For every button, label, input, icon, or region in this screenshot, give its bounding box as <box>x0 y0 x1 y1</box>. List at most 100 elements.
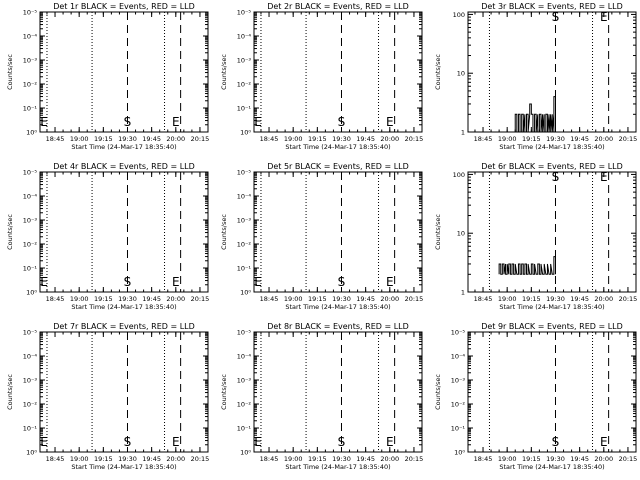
x-tick-label: 19:45 <box>142 455 161 463</box>
plot-frame <box>39 331 209 453</box>
y-tick-label: 10⁻⁵ <box>23 329 38 337</box>
x-tick-label: 19:30 <box>546 455 565 463</box>
x-axis-label: Start Time (24-Mar-17 18:35:40) <box>285 303 390 311</box>
x-tick-label: 19:00 <box>284 135 303 143</box>
y-tick-label: 10⁻² <box>23 241 38 249</box>
chart-title: Det 2r BLACK = Events, RED = LLD <box>267 2 409 11</box>
y-tick-label: 10⁰ <box>240 449 251 457</box>
x-tick-label: 19:30 <box>546 135 565 143</box>
plot-frame <box>39 171 209 293</box>
x-axis-label: Start Time (24-Mar-17 18:35:40) <box>71 143 176 151</box>
x-tick-label: 20:00 <box>380 295 399 303</box>
y-tick-label: 10⁻⁴ <box>451 353 466 361</box>
marker-s: S <box>552 170 560 184</box>
y-tick-label: 1 <box>461 129 465 137</box>
y-tick-label: 10⁻⁴ <box>23 193 38 201</box>
plot-frame <box>467 331 637 453</box>
y-tick-label: 10⁻⁴ <box>237 353 252 361</box>
x-tick-label: 20:00 <box>594 295 613 303</box>
x-tick-label: 20:00 <box>594 455 613 463</box>
x-axis-label: Start Time (24-Mar-17 18:35:40) <box>71 463 176 471</box>
y-tick-label: 10⁻⁴ <box>23 353 38 361</box>
x-tick-label: 19:15 <box>308 135 327 143</box>
y-tick-label: 10⁻¹ <box>237 105 252 113</box>
y-tick-label: 10⁰ <box>26 449 37 457</box>
y-tick-label: 10⁻³ <box>237 217 252 225</box>
x-axis-label: Start Time (24-Mar-17 18:35:40) <box>499 143 604 151</box>
y-tick-label: 10⁻⁵ <box>237 329 252 337</box>
y-tick-label: 10⁰ <box>26 129 37 137</box>
y-tick-label: 10⁻³ <box>451 377 466 385</box>
chart-title: Det 4r BLACK = Events, RED = LLD <box>53 162 195 171</box>
marker-e: E <box>254 275 262 289</box>
x-tick-label: 19:30 <box>118 295 137 303</box>
marker-e: E <box>386 275 394 289</box>
chart-panel-5: Det 5r BLACK = Events, RED = LLD 10⁰ 10⁻¹ 1… <box>220 162 423 311</box>
x-tick-label: 19:15 <box>522 135 541 143</box>
y-tick-label: 10⁻² <box>23 401 38 409</box>
y-axis-label: Counts/sec <box>6 214 14 250</box>
x-axis-label: Start Time (24-Mar-17 18:35:40) <box>499 463 604 471</box>
marker-s: S <box>552 10 560 24</box>
y-axis-label: Counts/sec <box>434 374 442 410</box>
x-tick-label: 20:00 <box>166 135 185 143</box>
y-axis-label: Counts/sec <box>220 54 228 90</box>
marker-e: E <box>172 435 180 449</box>
x-tick-label: 18:45 <box>46 295 65 303</box>
y-tick-label: 10⁻⁵ <box>451 329 466 337</box>
chart-title: Det 3r BLACK = Events, RED = LLD <box>481 2 623 11</box>
marker-s: S <box>124 435 132 449</box>
events-series-line <box>514 96 556 133</box>
y-axis-label: Counts/sec <box>220 214 228 250</box>
chart-panel-3: Det 3r BLACK = Events, RED = LLD 1 10 100 Co… <box>434 2 637 151</box>
x-tick-label: 19:00 <box>498 295 517 303</box>
plot-frame <box>253 331 423 453</box>
y-tick-label: 1 <box>461 289 465 297</box>
y-tick-label: 10⁻³ <box>237 57 252 65</box>
plot-frame <box>467 171 637 293</box>
x-tick-label: 19:00 <box>70 295 89 303</box>
chart-title: Det 5r BLACK = Events, RED = LLD <box>267 162 409 171</box>
chart-title: Det 8r BLACK = Events, RED = LLD <box>267 322 409 331</box>
x-tick-label: 19:00 <box>70 455 89 463</box>
y-tick-label: 10⁻¹ <box>237 425 252 433</box>
x-tick-label: 19:00 <box>284 295 303 303</box>
marker-e: E <box>254 435 262 449</box>
x-tick-label: 20:00 <box>380 455 399 463</box>
x-axis-label: Start Time (24-Mar-17 18:35:40) <box>285 463 390 471</box>
x-tick-label: 18:45 <box>260 295 279 303</box>
x-tick-label: 20:15 <box>619 455 638 463</box>
y-axis-label: Counts/sec <box>6 374 14 410</box>
x-tick-label: 19:45 <box>570 295 589 303</box>
x-tick-label: 19:00 <box>70 135 89 143</box>
x-tick-label: 20:15 <box>191 455 210 463</box>
y-tick-label: 10⁻⁵ <box>23 169 38 177</box>
marker-e: E <box>600 10 608 24</box>
y-tick-label: 10⁻¹ <box>237 265 252 273</box>
y-tick-label: 100 <box>453 171 465 179</box>
x-tick-label: 20:15 <box>619 135 638 143</box>
y-tick-label: 10⁻⁴ <box>237 193 252 201</box>
y-tick-label: 10⁻³ <box>23 217 38 225</box>
x-tick-label: 18:45 <box>474 135 493 143</box>
x-axis-label: Start Time (24-Mar-17 18:35:40) <box>71 303 176 311</box>
y-tick-label: 10⁰ <box>240 289 251 297</box>
chart-panel-4: Det 4r BLACK = Events, RED = LLD 10⁰ 10⁻¹ 1… <box>6 162 209 311</box>
x-tick-label: 19:30 <box>546 295 565 303</box>
y-tick-label: 10⁻³ <box>23 57 38 65</box>
x-tick-label: 19:45 <box>356 295 375 303</box>
chart-panel-1: Det 1r BLACK = Events, RED = LLD 10⁰ 10⁻¹ 1… <box>6 2 209 151</box>
x-tick-label: 19:00 <box>498 455 517 463</box>
marker-e: E <box>600 435 608 449</box>
x-tick-label: 19:30 <box>332 295 351 303</box>
x-tick-label: 20:15 <box>405 295 424 303</box>
y-tick-label: 10⁻² <box>237 241 252 249</box>
y-tick-label: 10⁻³ <box>23 377 38 385</box>
marker-e: E <box>40 435 48 449</box>
x-tick-label: 19:30 <box>118 455 137 463</box>
x-tick-label: 19:45 <box>142 295 161 303</box>
x-tick-label: 19:45 <box>356 135 375 143</box>
y-axis-label: Counts/sec <box>434 214 442 250</box>
y-tick-label: 10 <box>457 70 465 78</box>
x-tick-label: 19:30 <box>332 455 351 463</box>
